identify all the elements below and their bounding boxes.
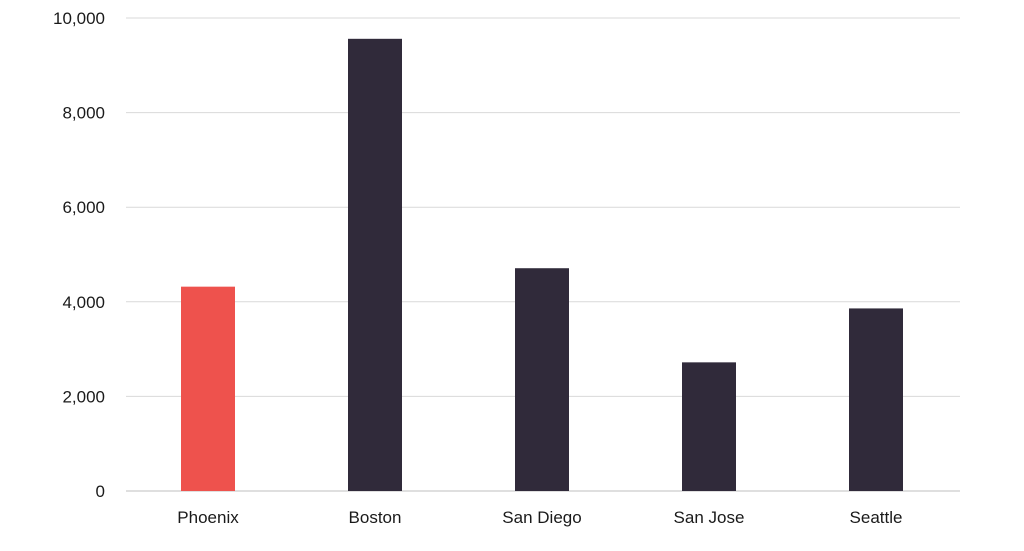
x-tick-label: San Diego (502, 508, 581, 527)
bar-phoenix (181, 286, 235, 491)
y-tick-label: 2,000 (62, 387, 105, 406)
x-axis-category-labels: Phoenix Boston San Diego San Jose Seattle (177, 508, 902, 527)
x-tick-label: Boston (349, 508, 402, 527)
y-tick-label: 10,000 (53, 9, 105, 28)
bar-san-diego (515, 268, 569, 491)
bar-san-jose (682, 362, 736, 491)
y-tick-label: 4,000 (62, 293, 105, 312)
x-tick-label: Phoenix (177, 508, 239, 527)
bars (181, 38, 903, 491)
y-tick-label: 6,000 (62, 198, 105, 217)
bar-seattle (849, 308, 903, 491)
x-tick-label: Seattle (850, 508, 903, 527)
y-axis-tick-labels: 0 2,000 4,000 6,000 8,000 10,000 (53, 9, 105, 501)
y-tick-label: 8,000 (62, 104, 105, 123)
bar-boston (348, 38, 402, 491)
x-tick-label: San Jose (674, 508, 745, 527)
y-tick-label: 0 (96, 482, 105, 501)
